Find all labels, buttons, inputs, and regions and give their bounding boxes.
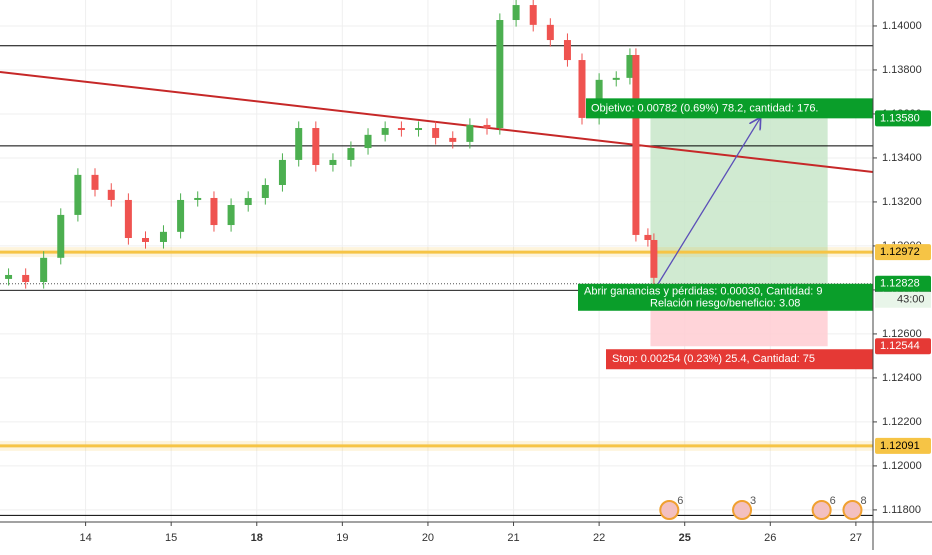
candle-body bbox=[483, 124, 491, 129]
event-count: 8 bbox=[860, 495, 866, 507]
x-tick-label: 20 bbox=[422, 532, 434, 544]
y-tick-label: 1.12400 bbox=[882, 372, 922, 384]
price-tag bbox=[875, 275, 931, 292]
candle-body bbox=[194, 197, 202, 200]
candle-body bbox=[612, 77, 620, 80]
candle-body bbox=[364, 134, 372, 149]
candle-body bbox=[397, 128, 405, 131]
candle-body bbox=[244, 197, 252, 206]
price-tag-label: 1.12091 bbox=[880, 440, 920, 452]
target-label-box bbox=[586, 98, 873, 119]
y-tick-label: 1.13400 bbox=[882, 152, 922, 164]
candle-body bbox=[626, 54, 634, 78]
pnl-label-box bbox=[578, 283, 873, 311]
stop-label-box bbox=[606, 349, 873, 370]
target-label: Objetivo: 0.00782 (0.69%) 78.2, cantidad… bbox=[591, 102, 819, 114]
candle-body bbox=[91, 174, 99, 190]
price-tag-label: 1.12544 bbox=[880, 340, 920, 352]
x-tick-label: 25 bbox=[679, 532, 691, 544]
plot-area: Objetivo: 0.00782 (0.69%) 78.2, cantidad… bbox=[0, 0, 873, 522]
projection-arrow bbox=[657, 118, 760, 285]
x-tick-label: 15 bbox=[165, 532, 177, 544]
y-tick-label: 1.13800 bbox=[882, 64, 922, 76]
candle-body bbox=[74, 174, 82, 215]
candle-body bbox=[512, 5, 520, 21]
candle-body bbox=[22, 274, 30, 283]
y-tick-label: 1.12600 bbox=[882, 328, 922, 340]
y-tick-label: 1.12000 bbox=[882, 460, 922, 472]
candle-body bbox=[295, 128, 303, 160]
candle-body bbox=[40, 257, 48, 283]
price-tag bbox=[875, 437, 931, 454]
candle-body bbox=[5, 274, 13, 279]
candle-body bbox=[227, 205, 235, 226]
price-tag-label: 1.12972 bbox=[880, 246, 920, 258]
price-axis: 1.140001.138001.136001.134001.132001.130… bbox=[873, 20, 931, 516]
candle-body bbox=[496, 20, 504, 129]
event-icon bbox=[732, 500, 753, 520]
x-tick-label: 19 bbox=[336, 532, 348, 544]
candle-body bbox=[329, 159, 337, 165]
candle-body bbox=[124, 199, 132, 239]
price-tag-label: 1.12828 bbox=[880, 278, 920, 290]
candle-body bbox=[644, 234, 652, 240]
candle-body bbox=[159, 231, 167, 242]
y-tick-label: 1.12200 bbox=[882, 416, 922, 428]
event-count: 6 bbox=[830, 495, 836, 507]
candle-body bbox=[432, 128, 440, 138]
candle-body bbox=[632, 54, 640, 235]
candle-body bbox=[261, 184, 269, 198]
y-tick-label: 1.11800 bbox=[882, 504, 921, 516]
candle-body bbox=[142, 238, 149, 242]
candle-body bbox=[563, 40, 571, 61]
candle-body bbox=[546, 24, 554, 41]
x-tick-label: 14 bbox=[79, 532, 91, 544]
event-count: 3 bbox=[750, 495, 756, 507]
x-tick-label: 18 bbox=[251, 532, 263, 544]
candle-body bbox=[177, 199, 185, 232]
countdown: 43:00 bbox=[897, 294, 925, 306]
trend-line bbox=[0, 70, 873, 174]
x-tick-label: 21 bbox=[507, 532, 519, 544]
price-tag bbox=[875, 338, 931, 355]
x-tick-label: 22 bbox=[593, 532, 605, 544]
event-icon bbox=[842, 500, 863, 520]
pnl-label: Abrir ganancias y pérdidas: 0.00030, Can… bbox=[584, 286, 823, 298]
event-icon bbox=[811, 500, 832, 520]
ratio-label: Relación riesgo/beneficio: 3.08 bbox=[650, 298, 800, 310]
candle-body bbox=[312, 128, 320, 165]
price-tag-label: 1.13580 bbox=[880, 112, 920, 124]
candle-body bbox=[347, 148, 355, 160]
candle-body bbox=[57, 214, 65, 258]
stop-label: Stop: 0.00254 (0.23%) 25.4, Cantidad: 75 bbox=[612, 353, 815, 365]
price-tag bbox=[875, 110, 931, 127]
candle-body bbox=[650, 239, 658, 278]
candle-body bbox=[449, 137, 457, 142]
candle-body bbox=[466, 124, 474, 142]
candle-body bbox=[578, 60, 586, 118]
candle-body bbox=[381, 128, 389, 135]
event-count: 6 bbox=[677, 495, 683, 507]
candle-body bbox=[415, 128, 423, 131]
candle-body bbox=[529, 5, 537, 25]
x-tick-label: 26 bbox=[764, 532, 776, 544]
target-zone bbox=[650, 118, 828, 284]
y-tick-label: 1.14000 bbox=[882, 20, 922, 32]
candle-body bbox=[278, 159, 286, 185]
x-tick-label: 27 bbox=[850, 532, 862, 544]
candle-body bbox=[210, 197, 218, 226]
countdown-box bbox=[875, 291, 931, 308]
event-icon bbox=[659, 500, 680, 520]
y-tick-label: 1.13200 bbox=[882, 196, 922, 208]
price-tag bbox=[875, 244, 931, 261]
candle-body bbox=[107, 189, 115, 200]
